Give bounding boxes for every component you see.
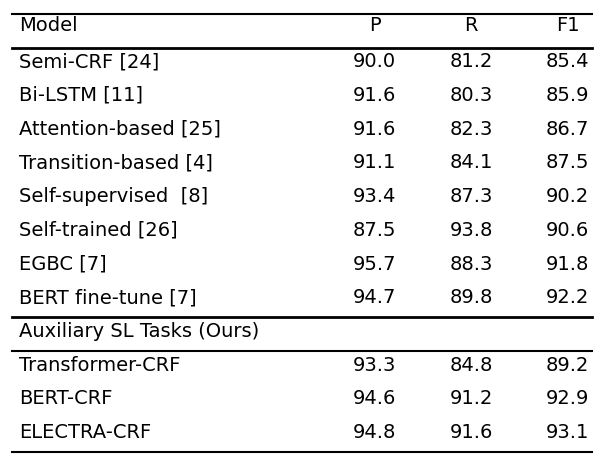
- Text: 89.2: 89.2: [546, 356, 590, 375]
- Text: 82.3: 82.3: [449, 120, 493, 139]
- Text: 84.1: 84.1: [449, 153, 493, 172]
- Text: 91.6: 91.6: [353, 86, 396, 105]
- Text: Transformer-CRF: Transformer-CRF: [19, 356, 181, 375]
- Text: 81.2: 81.2: [449, 52, 493, 71]
- Text: P: P: [368, 16, 381, 35]
- Text: BERT-CRF: BERT-CRF: [19, 389, 113, 408]
- Text: 86.7: 86.7: [546, 120, 590, 139]
- Text: Bi-LSTM [11]: Bi-LSTM [11]: [19, 86, 143, 105]
- Text: 90.6: 90.6: [546, 221, 590, 240]
- Text: 87.5: 87.5: [546, 153, 590, 172]
- Text: 90.0: 90.0: [353, 52, 396, 71]
- Text: Model: Model: [19, 16, 78, 35]
- Text: 91.6: 91.6: [449, 423, 493, 442]
- Text: ELECTRA-CRF: ELECTRA-CRF: [19, 423, 152, 442]
- Text: 95.7: 95.7: [353, 255, 396, 274]
- Text: 89.8: 89.8: [449, 288, 493, 307]
- Text: Auxiliary SL Tasks (Ours): Auxiliary SL Tasks (Ours): [19, 322, 260, 341]
- Text: 91.8: 91.8: [546, 255, 590, 274]
- Text: BERT fine-tune [7]: BERT fine-tune [7]: [19, 288, 197, 307]
- Text: R: R: [464, 16, 478, 35]
- Text: 94.8: 94.8: [353, 423, 396, 442]
- Text: 94.6: 94.6: [353, 389, 396, 408]
- Text: F1: F1: [556, 16, 580, 35]
- Text: EGBC [7]: EGBC [7]: [19, 255, 107, 274]
- Text: 85.9: 85.9: [546, 86, 590, 105]
- Text: 91.6: 91.6: [353, 120, 396, 139]
- Text: Semi-CRF [24]: Semi-CRF [24]: [19, 52, 159, 71]
- Text: 93.3: 93.3: [353, 356, 396, 375]
- Text: 87.3: 87.3: [449, 187, 493, 206]
- Text: 91.2: 91.2: [449, 389, 493, 408]
- Text: 94.7: 94.7: [353, 288, 396, 307]
- Text: 92.2: 92.2: [546, 288, 590, 307]
- Text: Attention-based [25]: Attention-based [25]: [19, 120, 221, 139]
- Text: 80.3: 80.3: [449, 86, 493, 105]
- Text: 88.3: 88.3: [449, 255, 493, 274]
- Text: Self-supervised  [8]: Self-supervised [8]: [19, 187, 208, 206]
- Text: 87.5: 87.5: [353, 221, 396, 240]
- Text: 92.9: 92.9: [546, 389, 590, 408]
- Text: 90.2: 90.2: [546, 187, 590, 206]
- Text: 91.1: 91.1: [353, 153, 396, 172]
- Text: 93.8: 93.8: [449, 221, 493, 240]
- Text: Self-trained [26]: Self-trained [26]: [19, 221, 178, 240]
- Text: 84.8: 84.8: [449, 356, 493, 375]
- Text: Transition-based [4]: Transition-based [4]: [19, 153, 213, 172]
- Text: 93.1: 93.1: [546, 423, 590, 442]
- Text: 93.4: 93.4: [353, 187, 396, 206]
- Text: 85.4: 85.4: [546, 52, 590, 71]
